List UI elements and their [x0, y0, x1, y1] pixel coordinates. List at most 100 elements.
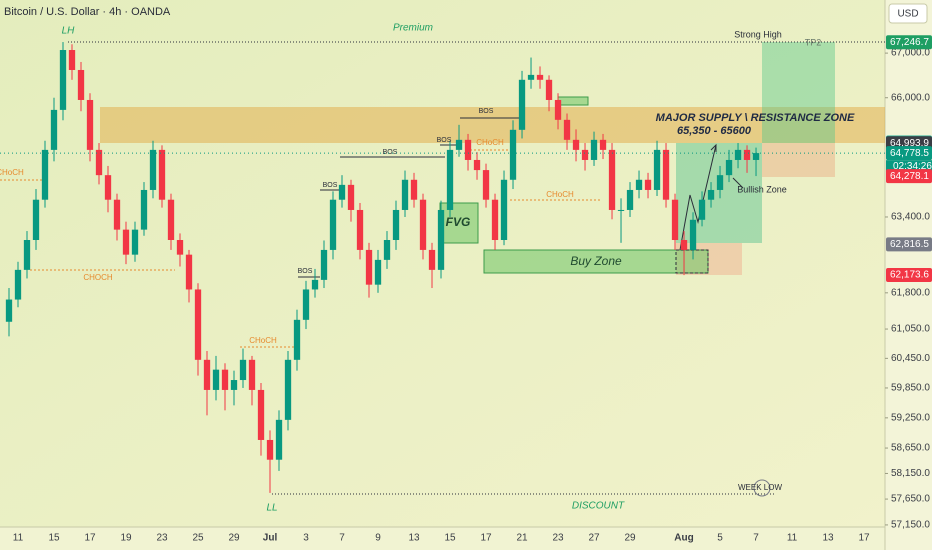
annotation: Buy Zone — [570, 254, 622, 268]
candle-body — [302, 289, 310, 320]
x-tick-label: 13 — [408, 533, 420, 544]
price-label-box — [886, 35, 932, 50]
candle-body — [464, 139, 472, 160]
supply-zone — [100, 107, 885, 143]
annotation: FVG — [446, 215, 471, 229]
candle-body — [320, 249, 328, 280]
fvg-zone — [439, 202, 479, 244]
annotation: Strong High — [734, 29, 782, 39]
candle-body — [311, 279, 319, 290]
y-tick-label: 57,650.0 — [891, 494, 930, 505]
candle-body — [176, 240, 184, 255]
candle-body — [608, 149, 616, 210]
candle-body — [410, 179, 418, 200]
candle-body — [230, 380, 238, 390]
candle-body — [752, 153, 760, 160]
candle-body — [392, 209, 400, 241]
y-tick-label: 58,650.0 — [891, 443, 930, 454]
annotation: Premium — [393, 23, 433, 34]
candle-body — [104, 175, 112, 200]
y-tick-label: 66,000.0 — [891, 92, 930, 103]
candle-body — [653, 149, 661, 190]
projection-arrowhead — [710, 143, 717, 152]
x-tick-label: 15 — [444, 533, 456, 544]
x-tick-label: 29 — [228, 533, 240, 544]
price-label: 62,173.6 — [890, 270, 929, 281]
candle-body — [185, 254, 193, 290]
y-tick-label: 59,850.0 — [891, 383, 930, 394]
y-tick-label: 61,050.0 — [891, 324, 930, 335]
candle-body — [32, 199, 40, 241]
candle-body — [446, 149, 454, 210]
x-tick-label: 17 — [84, 533, 96, 544]
candle-body — [590, 139, 598, 160]
candle-body — [95, 149, 103, 176]
x-tick-label: 19 — [120, 533, 132, 544]
candle-body — [554, 99, 562, 120]
x-tick-label: 7 — [753, 533, 759, 544]
x-tick-label: 5 — [717, 533, 723, 544]
y-tick-label: 59,250.0 — [891, 412, 930, 423]
x-tick-label: 11 — [13, 533, 24, 544]
candle-body — [437, 209, 445, 270]
candle-body — [401, 179, 409, 210]
annotation: LL — [266, 503, 277, 514]
candle-body — [491, 199, 499, 241]
buy-zone — [483, 249, 709, 274]
currency-button[interactable] — [888, 3, 928, 24]
candle-body — [518, 79, 526, 130]
candle-body — [113, 199, 121, 230]
x-tick-label: 13 — [822, 533, 834, 544]
price-label: 62,816.5 — [890, 239, 929, 250]
price-label-box — [886, 169, 932, 184]
candle-body — [716, 175, 724, 190]
candle-body — [680, 240, 688, 250]
x-tick-label: 23 — [156, 533, 168, 544]
candle-body — [5, 299, 13, 322]
candle-body — [221, 369, 229, 390]
annotation: CHoCH — [476, 138, 504, 147]
candle-body — [257, 389, 265, 440]
annotation: WEEK LOW — [738, 483, 782, 492]
x-tick-label: 7 — [339, 533, 345, 544]
candle-body — [356, 209, 364, 250]
candle-body — [536, 74, 544, 80]
candle-body — [50, 109, 58, 150]
annotation: MAJOR SUPPLY \ RESISTANCE ZONE — [656, 112, 855, 124]
x-tick-label: 11 — [787, 533, 798, 544]
candle-body — [500, 179, 508, 241]
projection-path — [679, 144, 717, 251]
candle-body — [140, 189, 148, 230]
x-tick-label: 9 — [375, 533, 381, 544]
price-label: 64,278.1 — [890, 171, 929, 182]
annotation: DISCOUNT — [572, 501, 625, 512]
candle-body — [572, 139, 580, 150]
candles — [5, 42, 760, 493]
annotation: CHoCH — [0, 168, 24, 177]
candle-body — [581, 149, 589, 160]
candle-body — [284, 359, 292, 420]
annotation: LH — [62, 26, 76, 37]
price-label-box — [886, 146, 932, 161]
candle-body — [338, 184, 346, 200]
candle-body — [707, 189, 715, 200]
replay-icon[interactable] — [753, 479, 771, 497]
price-label: 64,993.9 — [890, 138, 929, 149]
time-axis-background — [0, 527, 885, 550]
candle-body — [599, 139, 607, 150]
annotation: 65,350 - 65600 — [677, 125, 752, 137]
candle-body — [734, 149, 742, 160]
price-label: 64,778.5 — [890, 148, 929, 159]
candle-body — [239, 359, 247, 381]
candle-body — [365, 249, 373, 285]
currency-label[interactable]: USD — [897, 9, 918, 20]
candle-body — [266, 439, 274, 460]
candle-body — [617, 209, 625, 211]
y-tick-label: 60,450.0 — [891, 353, 930, 364]
x-tick-label: Aug — [674, 533, 693, 544]
candle-body — [131, 229, 139, 255]
candle-body — [158, 149, 166, 200]
y-tick-label: 63,400.0 — [891, 212, 930, 223]
annotation: TP2 — [805, 37, 822, 47]
